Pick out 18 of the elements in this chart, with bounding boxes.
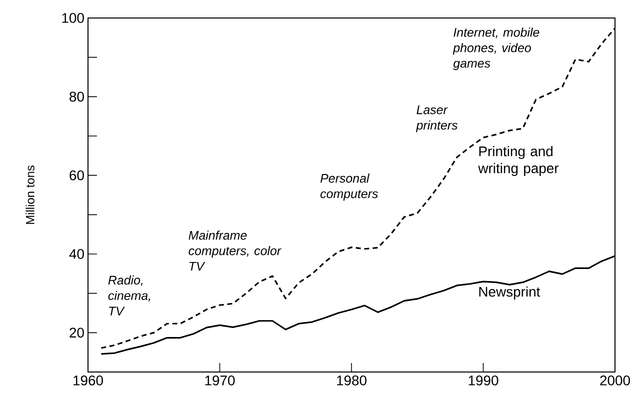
- x-tick-label: 1960: [74, 376, 103, 386]
- series-label: Printing and writing paper: [478, 146, 559, 176]
- annotation: Internet, mobile phones, video games: [452, 28, 540, 70]
- annotation: Mainframe computers, color TV: [188, 230, 282, 271]
- y-tick-label: 40: [69, 249, 84, 259]
- series-label: Newsprint: [479, 286, 540, 300]
- y-tick-label: 60: [70, 170, 84, 180]
- x-tick-label: 1990: [468, 376, 498, 386]
- y-tick-label: 80: [70, 92, 84, 102]
- x-tick-label: 2000: [600, 376, 630, 386]
- y-tick-label: 20: [70, 328, 84, 338]
- annotation: Laser printers: [416, 106, 458, 132]
- y-tick-label: 100: [62, 13, 84, 23]
- y-axis-title: Million tons: [26, 166, 34, 224]
- annotation: Radio, cinema, TV: [108, 275, 150, 316]
- x-tick-label: 1970: [205, 376, 235, 386]
- x-tick-label: 1980: [337, 376, 366, 386]
- annotation: Personal computers: [320, 174, 378, 201]
